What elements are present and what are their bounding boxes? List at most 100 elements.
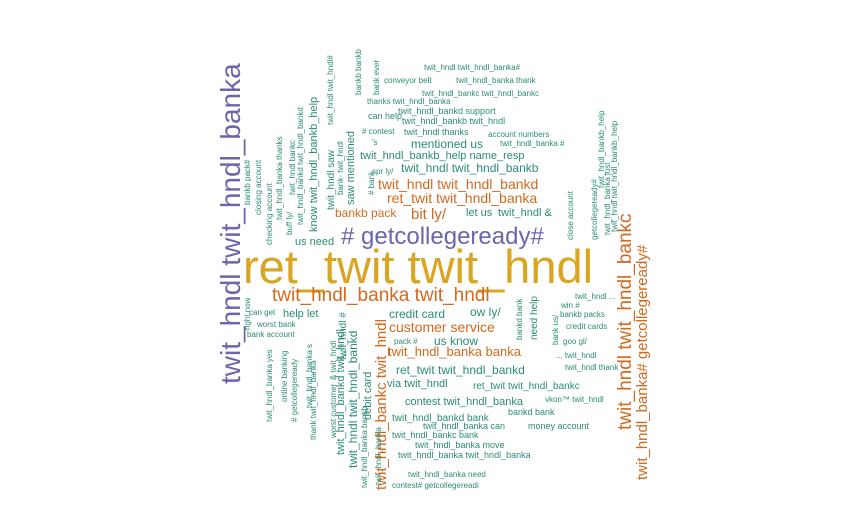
word: online banking [280, 350, 289, 402]
word: twit_hndl_banka bankb [360, 406, 369, 488]
word: bankb bankb [354, 49, 363, 95]
word: twit_hndl_banka can [423, 421, 505, 431]
word: bit ly/ [411, 206, 447, 223]
word: twit_hndl_bankd twit_hndl [335, 329, 347, 455]
word: twit_hndl ... [575, 292, 615, 301]
word: twit_hndl_banka yes [265, 350, 274, 423]
word: pack # [394, 337, 418, 346]
word: getcollegeready# [590, 179, 599, 240]
word: twit_hndl twit_hndl_bankb [401, 161, 539, 175]
word: twit_hndl_banka banka [388, 344, 522, 359]
word: ret_twit twit_hndl [243, 240, 593, 293]
word: twit_hndl twit_hndl_bankd [378, 176, 538, 192]
word: twit_hndl thanks [404, 127, 469, 137]
word: 's [372, 138, 378, 147]
word: thanks twit_hndl_banka [367, 97, 451, 106]
word: ret_twit twit_hndl_bankc [473, 381, 580, 392]
word: bankb pack# [243, 159, 252, 205]
word: twit_hndl twit_hndl_banka [215, 63, 246, 384]
word: ret_twit twit_hndl_banka [387, 190, 537, 206]
word: bankd bank [508, 407, 555, 417]
word: twit_hndl_bankb twit_hndl [402, 116, 505, 126]
word: # contest [362, 127, 395, 136]
word: # getcollegeready [290, 359, 299, 422]
word: ... twit_hndl [556, 351, 597, 360]
word: buff ly/ [285, 211, 294, 235]
word: twit_hndl_banka just [603, 162, 612, 235]
word: debit card [362, 372, 374, 420]
word: account numbers [488, 130, 549, 139]
word: need help [529, 296, 540, 340]
word: twit_hndl & [498, 207, 552, 219]
word: # getcollegeready# [341, 223, 544, 250]
word: twit_hndl bankc [288, 140, 297, 195]
word: twit_hndl_banka s [305, 344, 314, 408]
word: twit_hndl_banka [374, 427, 383, 485]
word: twit_hndl_banka# getcollegeready# [634, 244, 651, 480]
word: twit_hndl_bankb_help [597, 110, 606, 188]
word: twit_hndl_banka twit_hndl_banka [398, 450, 531, 460]
word: # bank [367, 170, 376, 195]
word: twit_hndl twit_hndl# [326, 55, 335, 125]
word: thank twit_hndl_banka [309, 360, 318, 440]
word: win # [560, 301, 580, 310]
word: ow ly/ [470, 305, 501, 319]
word: can get [249, 308, 276, 317]
word: ret_twit twit_hndl_bankd [396, 363, 525, 377]
word: worst customer [329, 383, 338, 439]
word: vkon™ twit_hndl [545, 395, 604, 404]
word: twit_hndl_bankc twit_hndl_bankc [422, 89, 539, 98]
word: bank us/ [551, 314, 560, 345]
word: twit_hndl_banka twit_hndl [272, 285, 490, 306]
word: twit_hndl_bankd twit_hndl_bankd [296, 107, 305, 225]
word: saw mentioned [345, 131, 357, 205]
word: twit_hndl # [338, 312, 349, 360]
word: closing account [254, 159, 263, 215]
word: twit_hndl saw [326, 149, 337, 210]
word: know twit_hndl_bankb_help [308, 97, 320, 232]
word: & twit_hndl [329, 341, 338, 380]
word: worst bank [256, 320, 297, 329]
word: contest twit_hndl_banka [405, 396, 524, 408]
word: bankb packs [560, 310, 605, 319]
word: bank ever [372, 60, 381, 95]
word: help let [283, 308, 318, 320]
word: right now [243, 297, 252, 330]
word: twit_hndl_bankc bank [392, 430, 479, 440]
word: twit_hndl_banka move [415, 440, 505, 450]
word: twit_hndl twit_hndl_bankc [615, 213, 636, 430]
word: bankb pack [335, 206, 397, 220]
word: twit_hndl_bankd support [398, 106, 496, 116]
word: bank account [247, 330, 295, 339]
word: credit cards [566, 322, 607, 331]
word: twit_hndl thank [565, 363, 619, 372]
word: money account [528, 421, 590, 431]
word: twit_hndl_bankc twit_hndl [373, 319, 390, 490]
word: checking account [265, 182, 274, 245]
word: conveyor belt [384, 76, 432, 85]
word: twit_hndl_bankb_help name_resp [360, 150, 525, 162]
word: contest# getcollegereadi [392, 481, 479, 490]
word: bank- twit_hndl [336, 141, 345, 195]
word: us know [434, 334, 478, 348]
word: credit card [389, 307, 445, 321]
word: twit_hndl_bankd bank [392, 413, 490, 424]
word-cloud-words: ret_twit twit_hndl # getcollegeready# tw… [215, 49, 651, 490]
word: twit_hndl_banka need [408, 470, 486, 479]
word: customer service [389, 319, 495, 335]
word: spr ly/ [372, 167, 394, 176]
word: twit_hndl_banka # [500, 139, 565, 148]
word: us need [295, 236, 334, 248]
word: twit_hndl twit_hndl_bankd [346, 331, 360, 468]
word: mentioned us [411, 137, 483, 151]
word: twit_hndl twit_hndl_banka# [424, 63, 521, 72]
word: goo gl/ [563, 337, 588, 346]
word: twit_hndl_banka thank [456, 76, 537, 85]
word: can help [368, 111, 402, 121]
word: close account [566, 190, 575, 240]
word: via twit_hndl [387, 378, 448, 390]
word: let us [466, 207, 493, 219]
word: twit_hndl twit_hndl_bankb_help [610, 120, 619, 232]
word: twit_hndl_banka thanks [275, 136, 284, 220]
